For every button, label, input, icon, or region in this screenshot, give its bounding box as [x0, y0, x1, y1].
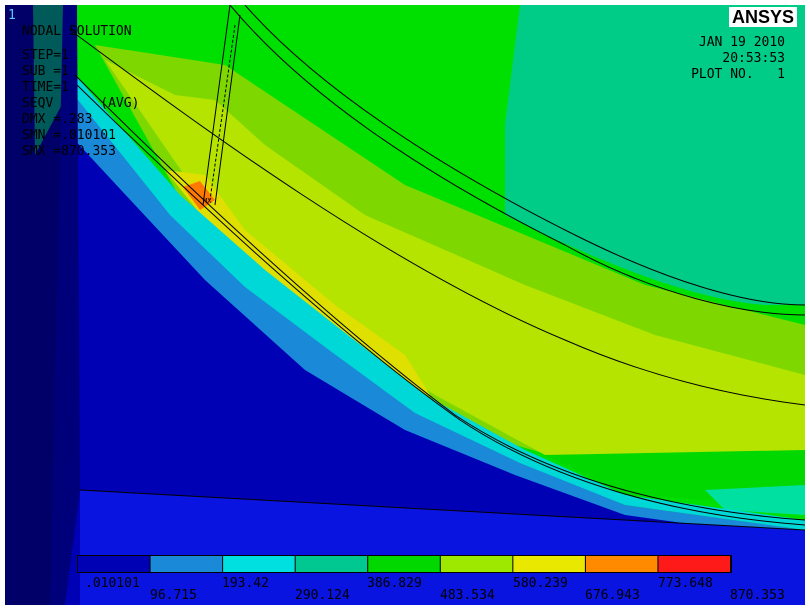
ansys-logo-text: ANSYS [732, 7, 795, 27]
date-label: JAN 19 2010 [698, 35, 785, 50]
legend-swatch [658, 556, 730, 572]
legend-label-upper: 386.829 [367, 576, 422, 591]
outline-curve-4 [74, 74, 805, 521]
legend-swatch [440, 556, 513, 572]
step-label: STEP=1 [22, 48, 69, 63]
result-label: SEQV (AVG) [22, 96, 140, 111]
teal-region [505, 5, 805, 305]
time-stamp: 20:53:53 [722, 51, 785, 66]
legend-swatch [513, 556, 585, 572]
outline-line-vertical [202, 5, 241, 206]
max-marker: MX [203, 197, 212, 205]
smx-label: SMX =870.353 [22, 144, 116, 159]
legend-swatch [223, 556, 295, 572]
window-number: 1 [8, 8, 16, 23]
legend-label-lower: 870.353 [730, 588, 785, 603]
dmx-label: DMX =.283 [22, 112, 93, 127]
smn-label: SMN =.010101 [22, 128, 116, 143]
outline-curve-5 [76, 84, 805, 526]
plot-number: PLOT NO. 1 [691, 67, 785, 82]
legend-swatch [295, 556, 368, 572]
dark-blue-region [5, 135, 805, 605]
outline-dashed [209, 24, 236, 201]
lower-face [80, 490, 805, 605]
contour-legend [77, 555, 732, 573]
stress-contour-plot[interactable] [5, 5, 805, 605]
legend-label-lower: 676.943 [585, 588, 640, 603]
time-label: TIME=1 [22, 80, 69, 95]
legend-label-upper: 773.648 [658, 576, 713, 591]
outline-curve-3 [244, 5, 805, 306]
plot-title: NODAL SOLUTION [22, 24, 132, 39]
teal-patch [705, 485, 805, 515]
legend-swatch [585, 556, 658, 572]
outline-curve-2 [229, 5, 805, 316]
legend-label-lower: 483.534 [440, 588, 495, 603]
legend-label-lower: 290.124 [295, 588, 350, 603]
yellow-green-band [105, 60, 805, 465]
left-edge-rim [50, 5, 80, 605]
legend-label-lower: 96.715 [150, 588, 197, 603]
legend-label-upper: 193.42 [222, 576, 269, 591]
left-edge-teal [33, 5, 70, 155]
plot-area[interactable]: 1 NODAL SOLUTION STEP=1 SUB =1 TIME=1 SE… [5, 5, 805, 605]
legend-label-upper: .010101 [85, 576, 140, 591]
sub-label: SUB =1 [22, 64, 69, 79]
outline-curve-1 [69, 29, 805, 406]
legend-swatch [368, 556, 440, 572]
outline-line-bottom [79, 489, 805, 531]
ansys-logo: ANSYS [729, 7, 798, 27]
legend-swatch [150, 556, 223, 572]
legend-label-upper: 580.239 [513, 576, 568, 591]
legend-swatch [78, 556, 150, 572]
